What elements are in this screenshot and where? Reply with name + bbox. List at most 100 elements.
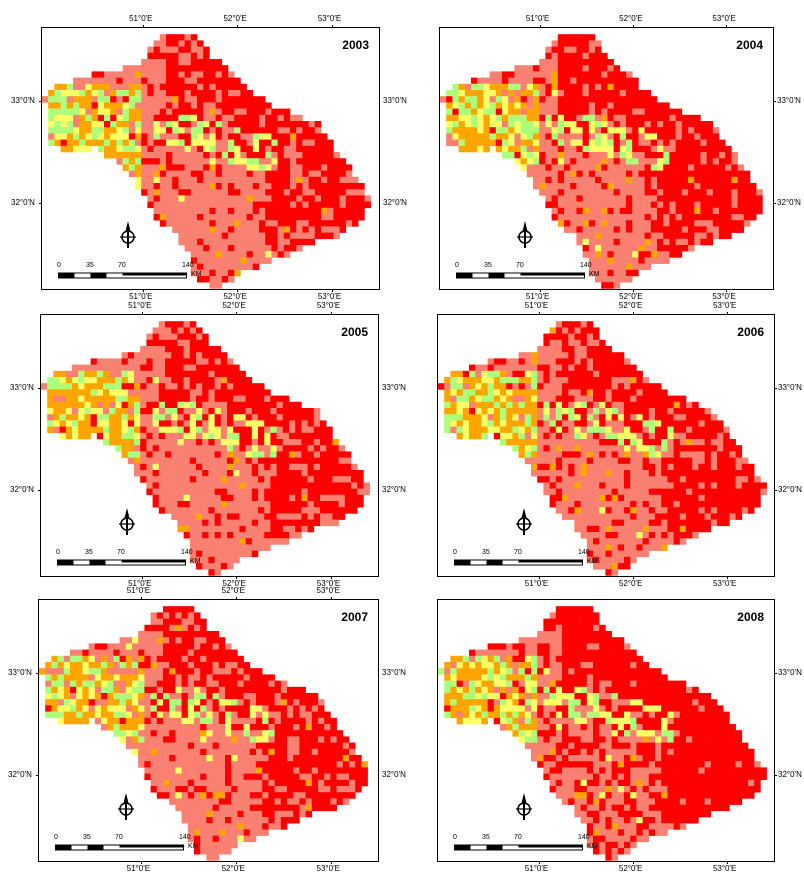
latitude-label: 33°0'N: [383, 96, 407, 106]
latitude-label: 33°0'N: [11, 96, 35, 106]
scale-tick-label: 140: [182, 262, 194, 269]
scale-tick-label: 0: [453, 834, 457, 841]
scale-tick-label: 140: [578, 834, 590, 841]
longitude-tick: [726, 289, 728, 292]
scale-bar: [57, 559, 186, 566]
longitude-tick: [143, 25, 145, 28]
longitude-label-bottom: 52°0'E: [618, 579, 643, 588]
latitude-label: 33°0'N: [778, 668, 802, 678]
longitude-label-top: 51°0'E: [129, 14, 153, 23]
raster-map-2005: [41, 321, 370, 576]
latitude-tick: [774, 774, 777, 776]
longitude-label-top: 52°0'E: [223, 14, 247, 23]
scale-unit-label: KM: [188, 843, 199, 850]
scale-tick-label: 35: [83, 834, 91, 841]
year-label: 2005: [341, 325, 368, 339]
scale-tick-label: 0: [455, 262, 459, 269]
scale-tick-label: 0: [56, 549, 60, 556]
year-label: 2008: [737, 610, 764, 624]
scale-bar: [58, 272, 187, 279]
longitude-tick: [330, 861, 332, 864]
map-panel-2008: 2008 51°0'E 52°0'E 53°0'E 33°0'N 32°0'N 0 35 70 1…: [437, 599, 802, 873]
latitude-tick: [774, 388, 777, 390]
scale-tick-label: 70: [115, 834, 123, 841]
latitude-tick: [36, 774, 39, 776]
map-panel-2005: 2005 51°0'E 51°0'E 52°0'E 52°0'E 53°0'E 53°0'E…: [10, 301, 406, 588]
longitude-tick: [140, 597, 142, 600]
longitude-tick: [237, 289, 239, 292]
longitude-label-top: 53°0'E: [712, 301, 737, 310]
longitude-tick: [726, 861, 728, 864]
scale-tick-label: 70: [516, 262, 524, 269]
scale-tick-label: 70: [117, 549, 125, 556]
longitude-tick: [331, 289, 333, 292]
raster-map-2006: [438, 321, 767, 576]
longitude-tick: [236, 576, 238, 579]
raster-map-2007: [39, 606, 368, 861]
scale-unit-label: KM: [589, 271, 600, 278]
latitude-tick: [774, 489, 777, 491]
scale-bar: [454, 559, 583, 566]
latitude-label: 32°0'N: [778, 484, 802, 494]
longitude-label-bottom: 51°0'E: [126, 864, 151, 873]
longitude-label-top: 51°0'E: [524, 301, 549, 310]
scale-bar: [55, 844, 184, 851]
longitude-tick: [236, 312, 238, 315]
latitude-label: 32°0'N: [382, 769, 406, 779]
longitude-label-bottom: 51°0'E: [524, 579, 549, 588]
north-arrow-icon: [120, 221, 137, 249]
year-label: 2004: [736, 38, 763, 52]
longitude-label-top: 53°0'E: [317, 14, 342, 23]
scale-tick-label: 35: [85, 549, 93, 556]
longitude-label-bottom: 51°0'E: [128, 579, 152, 588]
longitude-label-bottom: 52°0'E: [223, 292, 247, 301]
latitude-label: 33°0'N: [10, 383, 34, 393]
longitude-label-bottom: 52°0'E: [618, 864, 643, 873]
longitude-label-bottom: 51°0'E: [525, 292, 550, 301]
latitude-tick: [773, 101, 776, 103]
raster-map-2004: [440, 34, 763, 289]
longitude-label-bottom: 51°0'E: [129, 292, 153, 301]
scale-tick-label: 70: [118, 262, 126, 269]
scale-tick-label: 35: [484, 262, 492, 269]
year-label: 2003: [342, 38, 369, 52]
scale-tick-label: 0: [57, 262, 61, 269]
latitude-label: 33°0'N: [382, 383, 406, 393]
latitude-label: 32°0'N: [382, 484, 406, 494]
longitude-label-bottom: 51°0'E: [524, 864, 549, 873]
longitude-tick: [538, 861, 540, 864]
longitude-label-bottom: 52°0'E: [221, 864, 246, 873]
scale-unit-label: KM: [191, 271, 202, 278]
north-arrow-icon: [517, 221, 534, 249]
longitude-label-bottom: 53°0'E: [316, 579, 341, 588]
scale-tick-label: 35: [482, 549, 490, 556]
north-arrow-icon: [119, 508, 136, 536]
scale-tick-label: 140: [578, 549, 590, 556]
year-label: 2007: [341, 610, 368, 624]
latitude-label: 33°0'N: [777, 96, 801, 106]
map-panel-2004: 2004 51°0'E 51°0'E 52°0'E 52°0'E 53°0'E 53°0'E…: [439, 14, 801, 301]
longitude-label-top: 53°0'E: [712, 14, 736, 23]
longitude-tick: [235, 597, 237, 600]
longitude-label-top: 51°0'E: [525, 14, 550, 23]
longitude-tick: [331, 25, 333, 28]
scale-bar: [456, 272, 585, 279]
longitude-label-top: 52°0'E: [618, 301, 643, 310]
longitude-label-top: 51°0'E: [128, 301, 152, 310]
longitude-label-bottom: 53°0'E: [316, 864, 340, 873]
longitude-label-top: 53°0'E: [316, 586, 340, 595]
latitude-label: 32°0'N: [778, 769, 802, 779]
north-arrow-icon: [515, 508, 532, 536]
longitude-label-bottom: 52°0'E: [619, 292, 643, 301]
longitude-label-top: 52°0'E: [619, 14, 643, 23]
longitude-label-top: 51°0'E: [126, 586, 151, 595]
latitude-label: 33°0'N: [8, 668, 32, 678]
scale-unit-label: KM: [587, 558, 598, 565]
scale-unit-label: KM: [190, 558, 201, 565]
latitude-label: 32°0'N: [383, 197, 407, 207]
longitude-tick: [330, 312, 332, 315]
latitude-tick: [36, 673, 39, 675]
longitude-tick: [633, 25, 635, 28]
latitude-tick: [773, 202, 776, 204]
scale-tick-label: 35: [86, 262, 94, 269]
